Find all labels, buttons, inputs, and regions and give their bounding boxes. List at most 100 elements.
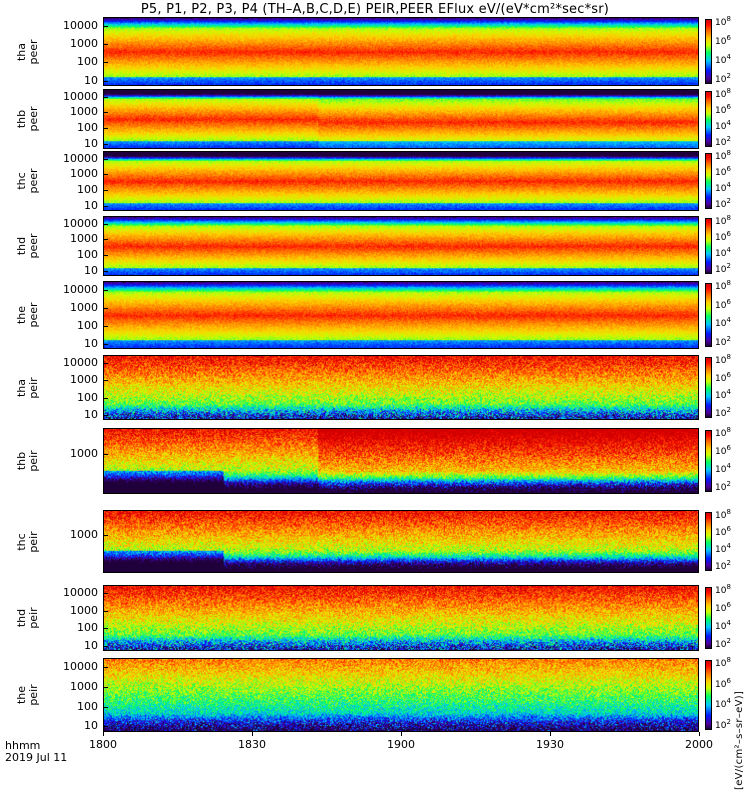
y-tick-mark — [103, 453, 108, 455]
colorbar — [705, 153, 712, 209]
colorbar-tick-label: 108 — [715, 656, 731, 669]
spectrogram-panel — [103, 281, 699, 349]
y-tick-label: 1000 — [70, 36, 98, 50]
y-tick-mark — [103, 25, 108, 27]
x-tick-label: 1800 — [89, 738, 117, 751]
y-tick-mark — [103, 271, 108, 273]
colorbar-tick-label: 102 — [715, 72, 731, 85]
colorbar-tick-label: 102 — [715, 559, 731, 572]
x-tick-label: 1830 — [238, 738, 266, 751]
y-tick-mark — [103, 80, 108, 82]
y-tick-mark — [103, 343, 108, 345]
colorbar-tick-label: 108 — [715, 508, 731, 521]
y-tick-label: 10 — [84, 638, 98, 652]
spectrogram-panel — [103, 89, 699, 149]
colorbar-tick-label: 104 — [715, 246, 731, 259]
y-tick-mark — [103, 363, 108, 365]
y-tick-mark — [103, 206, 108, 208]
y-tick-mark — [103, 62, 108, 64]
y-tick-label: 100 — [77, 183, 98, 197]
y-tick-label: 100 — [77, 621, 98, 635]
colorbar-tick-label: 106 — [715, 525, 731, 538]
spectrogram-panel — [103, 585, 699, 651]
y-tick-label: 1000 — [70, 446, 98, 460]
x-tick-label: 1900 — [387, 738, 415, 751]
spectrogram-panel — [103, 355, 699, 420]
colorbar-tick-label: 106 — [715, 34, 731, 47]
spectrogram-heatmap — [104, 217, 698, 275]
spectrogram-heatmap — [104, 586, 698, 650]
y-tick-label: 10 — [84, 199, 98, 213]
colorbar — [705, 218, 712, 274]
y-tick-mark — [103, 726, 108, 728]
y-tick-mark — [103, 610, 108, 612]
colorbar-tick-label: 108 — [715, 87, 731, 100]
colorbar-tick-label: 106 — [715, 676, 731, 690]
y-tick-mark — [103, 325, 108, 327]
y-tick-label: 100 — [77, 390, 98, 404]
y-tick-mark — [103, 289, 108, 291]
y-tick-mark — [103, 255, 108, 257]
panel-y-label: thb peir — [15, 450, 40, 472]
colorbar-tick-label: 106 — [715, 297, 731, 311]
y-tick-mark — [103, 397, 108, 399]
y-tick-label: 1000 — [70, 232, 98, 246]
chart-title: P5, P1, P2, P3, P4 (TH–A,B,C,D,E) PEIR,P… — [140, 2, 610, 17]
colorbar-tick-label: 108 — [715, 426, 731, 439]
y-tick-label: 10000 — [63, 89, 98, 103]
x-tick-mark — [699, 732, 700, 736]
y-tick-mark — [103, 534, 108, 536]
spectrogram-heatmap — [104, 282, 698, 348]
colorbar-tick-label: 106 — [715, 103, 731, 116]
y-tick-label: 1000 — [70, 300, 98, 314]
y-tick-label: 1000 — [70, 527, 98, 541]
y-tick-label: 10 — [84, 336, 98, 350]
y-tick-mark — [103, 43, 108, 45]
colorbar-tick-label: 104 — [715, 316, 731, 330]
spectrogram-panel — [103, 17, 699, 86]
colorbar-tick-label: 102 — [715, 637, 731, 650]
y-tick-mark — [103, 112, 108, 114]
spectrogram-heatmap — [104, 152, 698, 210]
spectrogram-heatmap — [104, 18, 698, 85]
y-tick-label: 100 — [77, 248, 98, 262]
y-tick-label: 10 — [84, 137, 98, 151]
y-tick-label: 10 — [84, 264, 98, 278]
x-axis-label-hhmm: hhmm — [5, 739, 41, 752]
colorbar — [705, 283, 712, 347]
spectrogram-heatmap — [104, 659, 698, 731]
panel-y-label: thb peer — [15, 106, 40, 132]
y-tick-mark — [103, 414, 108, 416]
colorbar-tick-label: 102 — [715, 262, 731, 275]
colorbar — [705, 19, 712, 84]
y-tick-mark — [103, 645, 108, 647]
colorbar-tick-label: 104 — [715, 181, 731, 194]
x-tick-label: 2000 — [685, 738, 713, 751]
spectrogram-panel — [103, 428, 699, 494]
colorbar-tick-label: 104 — [715, 462, 731, 475]
y-tick-label: 10000 — [63, 660, 98, 674]
y-tick-mark — [103, 667, 108, 669]
y-tick-mark — [103, 380, 108, 382]
y-tick-label: 1000 — [70, 603, 98, 617]
colorbar — [705, 91, 712, 147]
colorbar-tick-label: 108 — [715, 149, 731, 162]
colorbar-tick-label: 102 — [715, 135, 731, 148]
colorbar-tick-label: 108 — [715, 583, 731, 596]
spectrogram-heatmap — [104, 356, 698, 419]
panel-y-label: thc peer — [15, 168, 40, 194]
x-axis-label-date: 2019 Jul 11 — [5, 751, 68, 764]
colorbar-tick-label: 106 — [715, 444, 731, 457]
y-tick-label: 100 — [77, 55, 98, 69]
colorbar — [705, 587, 712, 649]
panel-y-label: the peer — [15, 302, 40, 328]
x-tick-mark — [252, 732, 253, 736]
colorbar-tick-label: 108 — [715, 15, 731, 28]
y-tick-mark — [103, 307, 108, 309]
panel-y-label: the peir — [15, 684, 40, 706]
colorbar-tick-label: 106 — [715, 165, 731, 178]
spectrogram-heatmap — [104, 429, 698, 493]
colorbar-tick-label: 102 — [715, 197, 731, 210]
colorbar-tick-label: 102 — [715, 718, 731, 731]
panel-y-label: tha peer — [15, 38, 40, 65]
